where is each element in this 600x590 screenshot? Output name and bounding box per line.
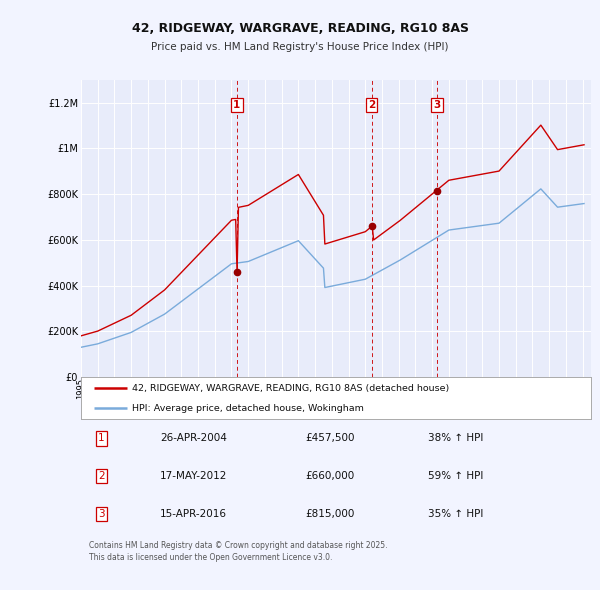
Text: Contains HM Land Registry data © Crown copyright and database right 2025.
This d: Contains HM Land Registry data © Crown c… bbox=[89, 541, 387, 562]
Text: £457,500: £457,500 bbox=[305, 433, 355, 443]
Text: 2: 2 bbox=[368, 100, 375, 110]
Text: 42, RIDGEWAY, WARGRAVE, READING, RG10 8AS (detached house): 42, RIDGEWAY, WARGRAVE, READING, RG10 8A… bbox=[132, 384, 449, 393]
Text: 15-APR-2016: 15-APR-2016 bbox=[160, 509, 227, 519]
Text: 17-MAY-2012: 17-MAY-2012 bbox=[160, 471, 227, 481]
Text: Price paid vs. HM Land Registry's House Price Index (HPI): Price paid vs. HM Land Registry's House … bbox=[151, 42, 449, 51]
Text: 38% ↑ HPI: 38% ↑ HPI bbox=[428, 433, 483, 443]
Text: HPI: Average price, detached house, Wokingham: HPI: Average price, detached house, Woki… bbox=[132, 404, 364, 413]
Text: 3: 3 bbox=[98, 509, 105, 519]
Text: 59% ↑ HPI: 59% ↑ HPI bbox=[428, 471, 483, 481]
Text: £660,000: £660,000 bbox=[305, 471, 355, 481]
Text: 2: 2 bbox=[98, 471, 105, 481]
Text: 26-APR-2004: 26-APR-2004 bbox=[160, 433, 227, 443]
Text: 35% ↑ HPI: 35% ↑ HPI bbox=[428, 509, 483, 519]
Text: £815,000: £815,000 bbox=[305, 509, 355, 519]
Text: 42, RIDGEWAY, WARGRAVE, READING, RG10 8AS: 42, RIDGEWAY, WARGRAVE, READING, RG10 8A… bbox=[131, 22, 469, 35]
Text: 3: 3 bbox=[433, 100, 440, 110]
Text: 1: 1 bbox=[233, 100, 241, 110]
Text: 1: 1 bbox=[98, 433, 105, 443]
